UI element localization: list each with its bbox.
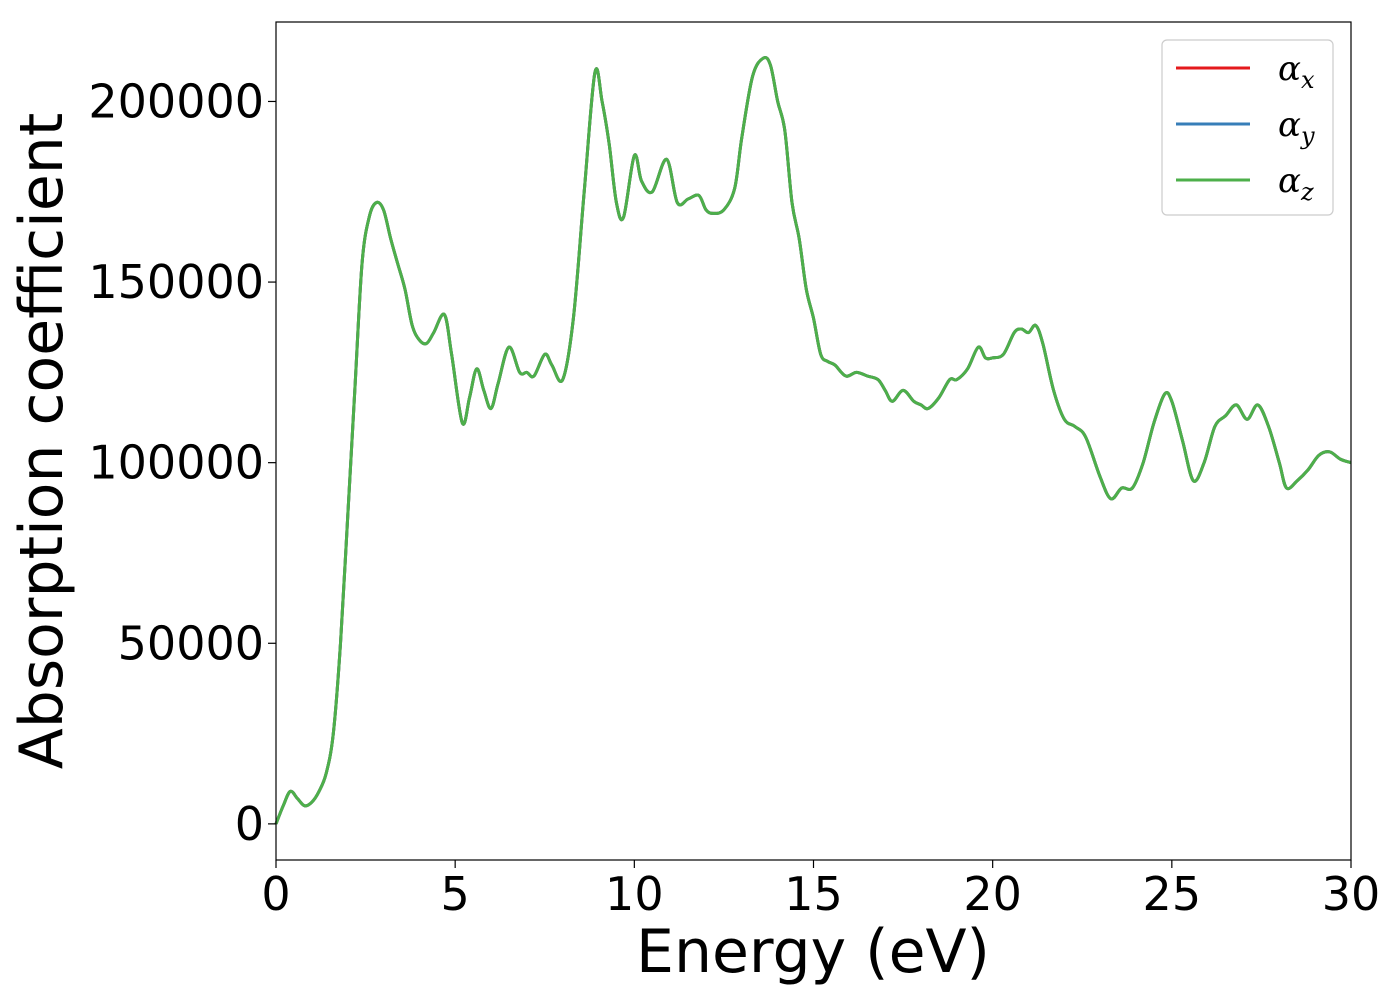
- y-tick-label: 0: [235, 797, 264, 851]
- legend-box: [1161, 39, 1334, 216]
- y-axis-title: Absorption coefficient: [7, 113, 77, 770]
- x-tick-label: 30: [1322, 867, 1381, 921]
- x-tick-label: 0: [261, 867, 290, 921]
- x-tick-label: 20: [963, 867, 1022, 921]
- x-axis: 0 5 10 15 20 25 30: [261, 860, 1380, 921]
- y-tick-label: 100000: [88, 436, 264, 490]
- x-tick-label: 10: [605, 867, 664, 921]
- y-tick-label: 150000: [88, 255, 264, 309]
- x-tick-label: 15: [784, 867, 843, 921]
- legend-label-x: αx: [1278, 49, 1315, 94]
- series-line-3: [274, 55, 1352, 825]
- x-tick-label: 5: [441, 867, 470, 921]
- y-tick-label: 50000: [118, 616, 264, 670]
- series-layer: [274, 55, 1352, 825]
- y-tick-label: 200000: [88, 74, 264, 128]
- legend-label-y: αy: [1278, 105, 1315, 150]
- x-tick-label: 25: [1143, 867, 1202, 921]
- legend-label-z: αz: [1278, 161, 1314, 206]
- x-axis-title: Energy (eV): [636, 917, 990, 987]
- legend: αx αy αz: [1161, 39, 1334, 216]
- y-axis: 0 50000 100000 150000 200000: [88, 74, 276, 851]
